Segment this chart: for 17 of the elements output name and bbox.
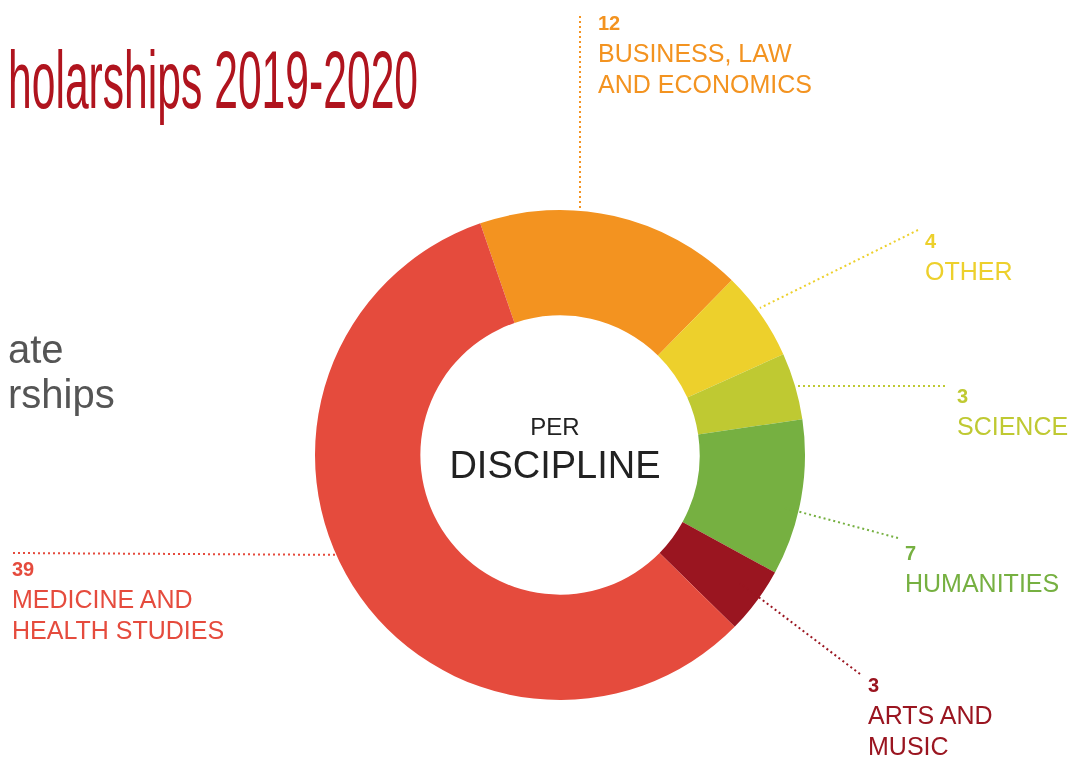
data-label: 3 — [868, 674, 880, 696]
slice-label: MEDICINE AND HEALTH STUDIES — [12, 585, 225, 644]
data-label: 3 — [957, 385, 969, 407]
slice-label: ARTS AND MUSIC — [868, 701, 993, 760]
data-label: 7 — [905, 542, 917, 564]
data-label: 39 — [12, 558, 35, 580]
slice-label: BUSINESS, LAW AND ECONOMICS — [598, 39, 812, 98]
chart-title: holarships 2019-2020 — [8, 33, 419, 126]
donut-slice — [657, 280, 784, 398]
slice-label: SCIENCE — [957, 412, 1069, 440]
text: PER DISCIPLINE — [449, 413, 661, 486]
data-label: 4 — [925, 230, 937, 252]
text: ate rships — [8, 327, 115, 416]
slice-label: HUMANITIES — [905, 569, 1060, 597]
donut-slice — [687, 354, 803, 435]
data-label: 12 — [598, 12, 621, 34]
slice-label: OTHER — [925, 257, 1013, 285]
